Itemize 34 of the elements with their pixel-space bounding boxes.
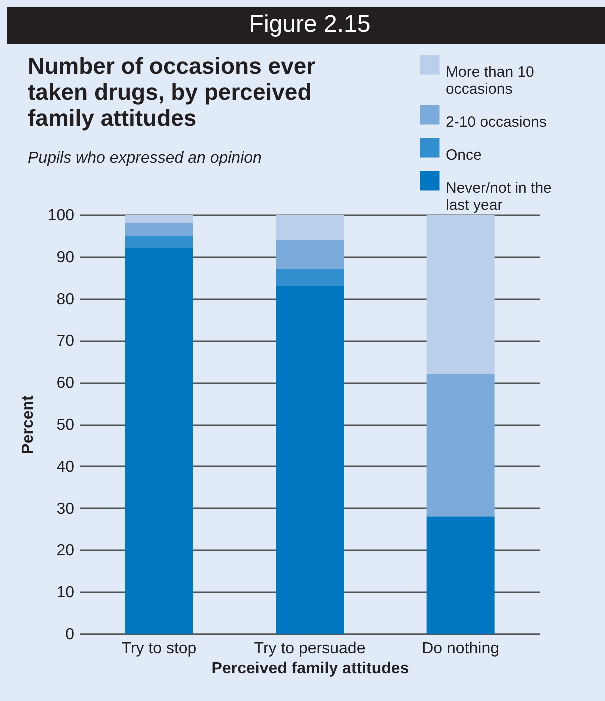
- x-tick-label: Try to persuade: [254, 640, 366, 658]
- y-tick-label: 50: [56, 417, 75, 434]
- y-tick-label: 60: [56, 375, 75, 392]
- bar: [125, 223, 194, 236]
- y-tick-label: 70: [56, 333, 75, 350]
- y-tick-label: 40: [56, 458, 75, 476]
- bar: [125, 215, 194, 224]
- chart-title: Number of occasions ever taken drugs, by perceived family attitudes: [28, 53, 316, 131]
- bar: [125, 236, 194, 249]
- y-tick-label: 80: [56, 291, 75, 308]
- legend-label: 2-10 occasions: [446, 114, 547, 131]
- legend-label: Once: [446, 147, 482, 164]
- legend-label: Never/not in the last year: [446, 180, 552, 214]
- bar: [426, 374, 495, 517]
- x-axis-title: Perceived family attitudes: [212, 660, 410, 678]
- y-tick-label: 20: [56, 542, 75, 560]
- y-tick-label: 10: [56, 584, 75, 602]
- y-tick-label: 100: [48, 208, 75, 224]
- x-tick-label: Try to stop: [122, 640, 197, 658]
- bar: [276, 269, 344, 286]
- bar: [276, 215, 344, 240]
- bar: [426, 516, 495, 634]
- x-tick-label: Do nothing: [422, 640, 500, 658]
- bar: [426, 215, 495, 374]
- y-tick-label: 0: [66, 626, 75, 644]
- y-tick-label: 90: [56, 249, 75, 266]
- chart-subtitle: Pupils who expressed an opinion: [28, 150, 262, 167]
- caption: Figure 2.15: [249, 11, 371, 38]
- y-tick-label: 30: [56, 500, 75, 518]
- bar: [125, 248, 194, 634]
- legend-label: More than 10 occasions: [446, 64, 534, 98]
- y-axis-title: Percent: [20, 394, 37, 454]
- bar: [276, 240, 344, 270]
- bar: [276, 286, 344, 634]
